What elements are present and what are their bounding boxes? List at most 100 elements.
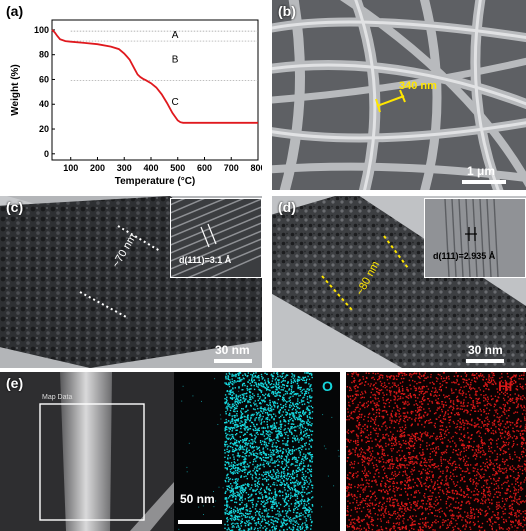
map-signal-dot — [257, 417, 260, 419]
map-signal-dot — [240, 507, 243, 510]
map-signal-dot — [229, 391, 232, 394]
map-signal-dot — [291, 427, 293, 430]
map-signal-dot — [272, 475, 274, 477]
map-signal-dot — [346, 524, 348, 527]
map-signal-dot — [238, 399, 240, 402]
map-signal-dot — [407, 441, 409, 444]
map-signal-dot — [348, 525, 350, 528]
map-signal-dot — [254, 466, 256, 468]
map-signal-dot — [260, 421, 263, 423]
map-signal-dot — [484, 502, 487, 504]
map-signal-dot — [238, 387, 240, 389]
map-signal-dot — [279, 409, 281, 412]
map-signal-dot — [262, 452, 265, 454]
map-signal-dot — [293, 486, 295, 488]
map-signal-dot — [226, 468, 228, 471]
map-signal-dot — [384, 386, 386, 389]
map-signal-dot — [224, 497, 226, 499]
map-signal-dot — [415, 461, 418, 463]
map-signal-dot — [250, 473, 252, 475]
map-signal-dot — [243, 462, 245, 464]
map-signal-dot — [476, 372, 478, 375]
map-signal-dot — [478, 491, 480, 493]
map-signal-dot — [301, 485, 303, 487]
map-signal-dot — [383, 437, 385, 439]
map-signal-dot — [245, 503, 248, 505]
map-signal-dot — [228, 450, 230, 452]
map-signal-dot — [231, 420, 234, 422]
map-signal-dot — [236, 407, 238, 409]
map-signal-dot — [511, 508, 513, 510]
map-signal-dot — [279, 479, 281, 481]
map-signal-dot — [409, 502, 411, 504]
map-signal-dot — [516, 527, 518, 529]
map-signal-dot — [359, 383, 361, 385]
map-signal-dot — [522, 388, 524, 390]
map-signal-dot — [248, 483, 250, 486]
map-signal-dot — [241, 486, 243, 488]
map-signal-dot — [466, 460, 468, 463]
map-signal-dot — [396, 404, 398, 407]
map-signal-dot — [302, 412, 304, 415]
map-signal-dot — [280, 428, 282, 430]
map-signal-dot — [509, 495, 512, 497]
map-signal-dot — [515, 380, 517, 383]
map-signal-dot — [300, 423, 302, 426]
map-signal-dot — [347, 474, 349, 476]
map-signal-dot — [413, 404, 415, 406]
map-signal-dot — [472, 405, 475, 407]
map-signal-dot — [283, 483, 285, 485]
map-signal-dot — [245, 393, 247, 395]
map-signal-dot — [271, 416, 273, 418]
map-signal-dot — [282, 521, 285, 524]
map-signal-dot — [295, 457, 297, 459]
map-signal-dot — [512, 430, 514, 432]
map-signal-dot — [227, 383, 229, 386]
map-signal-dot — [234, 414, 236, 417]
map-signal-dot — [291, 423, 294, 425]
map-signal-dot — [244, 466, 246, 469]
map-signal-dot — [230, 514, 233, 517]
map-signal-dot — [230, 472, 233, 474]
map-signal-dot — [486, 461, 488, 463]
map-signal-dot — [404, 480, 406, 482]
map-signal-dot — [514, 411, 517, 413]
map-signal-dot — [412, 463, 414, 465]
map-signal-dot — [515, 489, 518, 491]
map-signal-dot — [264, 440, 266, 443]
map-signal-dot — [265, 387, 268, 390]
map-signal-dot — [304, 443, 306, 445]
map-signal-dot — [302, 462, 305, 464]
map-signal-dot — [350, 413, 352, 415]
map-signal-dot — [227, 461, 229, 463]
map-signal-dot — [460, 426, 462, 428]
map-signal-dot — [471, 449, 474, 451]
map-signal-dot — [234, 402, 236, 404]
map-signal-dot — [240, 485, 242, 487]
map-signal-dot — [357, 435, 359, 437]
map-signal-dot — [474, 475, 476, 477]
map-signal-dot — [288, 485, 290, 488]
map-signal-dot — [300, 421, 302, 423]
map-signal-dot — [302, 522, 304, 525]
map-signal-dot — [229, 406, 231, 408]
map-signal-dot — [361, 391, 363, 393]
map-signal-dot — [471, 379, 473, 381]
map-signal-dot — [493, 403, 496, 405]
map-signal-dot — [230, 490, 233, 493]
map-signal-dot — [226, 520, 229, 523]
map-signal-dot — [308, 452, 310, 455]
map-signal-dot — [393, 482, 396, 484]
map-signal-dot — [440, 390, 442, 392]
map-signal-dot — [256, 455, 258, 458]
map-signal-dot — [408, 446, 410, 449]
map-signal-dot — [295, 494, 297, 496]
map-signal-dot — [393, 395, 395, 397]
map-signal-dot — [225, 467, 228, 469]
map-signal-dot — [288, 518, 290, 520]
map-signal-dot — [295, 503, 297, 505]
map-signal-dot — [266, 389, 268, 391]
map-signal-dot — [304, 522, 306, 524]
map-signal-dot — [399, 516, 402, 518]
map-signal-dot — [419, 446, 421, 448]
